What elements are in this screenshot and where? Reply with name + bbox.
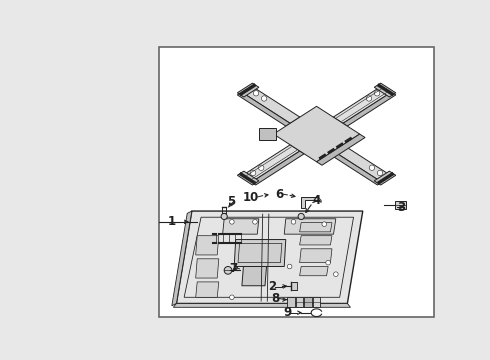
Circle shape (221, 213, 227, 220)
Polygon shape (237, 171, 259, 185)
Bar (304, 297, 312, 306)
Polygon shape (251, 151, 304, 185)
Polygon shape (300, 236, 332, 245)
Circle shape (262, 96, 267, 101)
Circle shape (259, 165, 264, 171)
Text: 3: 3 (397, 201, 405, 214)
Circle shape (374, 91, 380, 96)
Text: 6: 6 (275, 188, 284, 201)
Polygon shape (173, 303, 350, 307)
Polygon shape (273, 106, 360, 162)
Circle shape (298, 213, 304, 220)
Polygon shape (172, 211, 192, 306)
Circle shape (253, 91, 259, 96)
Circle shape (291, 220, 296, 224)
Polygon shape (196, 259, 219, 278)
Circle shape (253, 220, 257, 224)
Circle shape (334, 272, 338, 276)
Circle shape (326, 260, 330, 265)
Polygon shape (284, 219, 336, 234)
Circle shape (322, 222, 327, 226)
Text: 10: 10 (243, 191, 259, 204)
Text: 5: 5 (227, 194, 235, 208)
Circle shape (229, 295, 234, 300)
Text: 9: 9 (283, 306, 292, 319)
Text: 8: 8 (271, 292, 279, 305)
Circle shape (226, 268, 230, 273)
Polygon shape (343, 92, 396, 126)
Polygon shape (300, 222, 332, 232)
Polygon shape (300, 266, 328, 276)
Polygon shape (237, 92, 290, 126)
Bar (287, 297, 295, 306)
Text: 1: 1 (168, 215, 176, 228)
Circle shape (224, 266, 232, 274)
Circle shape (369, 165, 375, 171)
Polygon shape (222, 219, 259, 234)
Polygon shape (374, 171, 396, 185)
Polygon shape (374, 83, 396, 97)
Polygon shape (300, 249, 332, 263)
Polygon shape (301, 197, 318, 208)
Circle shape (229, 220, 234, 224)
Circle shape (260, 269, 265, 274)
Bar (291, 282, 297, 289)
Polygon shape (329, 151, 382, 185)
Circle shape (250, 170, 256, 176)
Polygon shape (237, 83, 259, 97)
Bar (395, 201, 406, 209)
Circle shape (367, 96, 372, 101)
Polygon shape (196, 236, 219, 255)
Polygon shape (196, 282, 219, 297)
Text: 7: 7 (229, 261, 238, 275)
Circle shape (377, 170, 383, 176)
Text: 2: 2 (268, 280, 276, 293)
Polygon shape (242, 145, 300, 182)
Polygon shape (333, 145, 392, 182)
Polygon shape (242, 86, 300, 123)
Polygon shape (234, 239, 286, 266)
Bar (313, 297, 320, 306)
Bar (259, 128, 276, 140)
Polygon shape (317, 134, 365, 165)
Circle shape (287, 264, 292, 269)
Bar (159, 47, 434, 316)
Bar (296, 297, 303, 306)
Polygon shape (242, 266, 267, 286)
Polygon shape (333, 86, 392, 123)
Polygon shape (176, 211, 363, 303)
Text: 4: 4 (313, 194, 320, 207)
